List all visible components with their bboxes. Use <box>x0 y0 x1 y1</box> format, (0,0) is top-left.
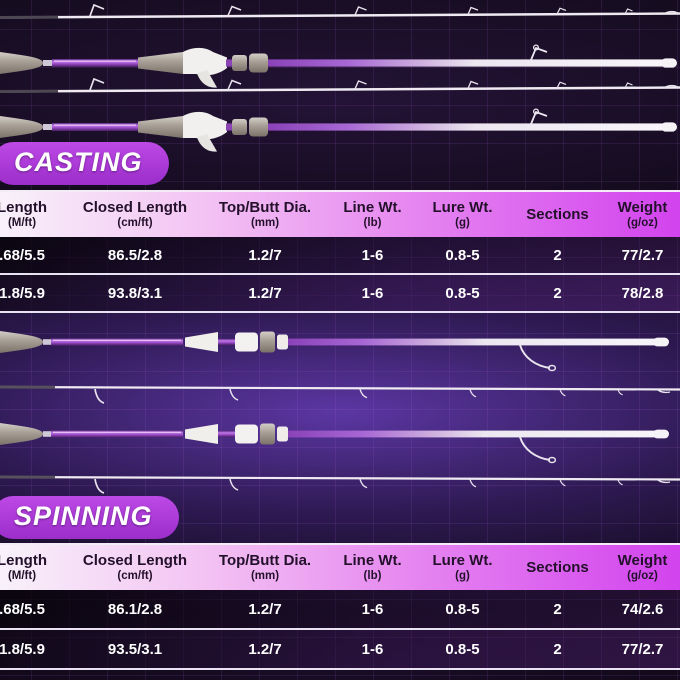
header-closed-length: Closed Length (cm/ft) <box>82 199 188 229</box>
spinning-rod-butt-image <box>0 422 670 464</box>
cell-line-wt: 1-6 <box>361 246 384 264</box>
header-lure-wt: Lure Wt. (g) <box>432 199 493 229</box>
table-row: 1.8/5.9 93.8/3.1 1.2/7 1-6 0.8-5 2 78/2.… <box>0 273 680 313</box>
cell-length: 1.8/5.9 <box>0 640 45 658</box>
header-length: Length (M/ft) <box>0 552 47 582</box>
header-line-wt: Line Wt. (lb) <box>343 199 402 229</box>
header-sections: Sections <box>526 558 589 576</box>
cell-line-wt: 1-6 <box>361 600 384 618</box>
cell-line-wt: 1-6 <box>361 284 384 302</box>
table-row: .68/5.5 86.5/2.8 1.2/7 1-6 0.8-5 2 77/2.… <box>0 237 680 273</box>
cell-sections: 2 <box>553 600 562 618</box>
cell-sections: 2 <box>553 284 562 302</box>
cell-sections: 2 <box>553 246 562 264</box>
cell-top-butt-dia: 1.2/7 <box>248 246 282 264</box>
casting-section-badge: CASTING <box>0 142 169 185</box>
casting-section-label: CASTING <box>14 147 143 177</box>
header-weight: Weight (g/oz) <box>617 552 668 582</box>
header-closed-length: Closed Length (cm/ft) <box>82 552 188 582</box>
spinning-rod-butt-image <box>0 330 670 372</box>
cell-top-butt-dia: 1.2/7 <box>248 640 282 658</box>
casting-rod-tip-image <box>0 77 680 93</box>
cell-length: .68/5.5 <box>0 246 45 264</box>
cell-weight: 77/2.7 <box>621 246 664 264</box>
cell-lure-wt: 0.8-5 <box>445 246 480 264</box>
cell-lure-wt: 0.8-5 <box>445 640 480 658</box>
cell-top-butt-dia: 1.2/7 <box>248 600 282 618</box>
cell-sections: 2 <box>553 640 562 658</box>
cell-weight: 77/2.7 <box>621 640 664 658</box>
table-header-row: Length (M/ft) Closed Length (cm/ft) Top/Bu… <box>0 543 680 590</box>
header-sections: Sections <box>526 205 589 223</box>
spinning-rod-tip-image <box>0 475 680 495</box>
cell-length: 1.8/5.9 <box>0 284 45 302</box>
cell-weight: 78/2.8 <box>621 284 664 302</box>
cell-weight: 74/2.6 <box>621 600 664 618</box>
casting-spec-table: Length (M/ft) Closed Length (cm/ft) Top/Bu… <box>0 190 680 313</box>
header-length: Length (M/ft) <box>0 199 47 229</box>
table-row: .68/5.5 86.1/2.8 1.2/7 1-6 0.8-5 2 74/2.… <box>0 590 680 628</box>
spinning-rod-tip-image <box>0 385 680 405</box>
cell-top-butt-dia: 1.2/7 <box>248 284 282 302</box>
cell-closed-length: 86.5/2.8 <box>107 246 163 264</box>
header-weight: Weight (g/oz) <box>617 199 668 229</box>
spinning-section-badge: SPINNING <box>0 496 179 539</box>
header-line-wt: Line Wt. (lb) <box>343 552 402 582</box>
cell-closed-length: 93.8/3.1 <box>107 284 163 302</box>
casting-rod-tip-image <box>0 3 680 19</box>
cell-length: .68/5.5 <box>0 600 45 618</box>
header-lure-wt: Lure Wt. (g) <box>432 552 493 582</box>
table-row: 1.8/5.9 93.5/3.1 1.2/7 1-6 0.8-5 2 77/2.… <box>0 628 680 670</box>
header-top-butt-dia: Top/Butt Dia. (mm) <box>218 552 312 582</box>
cell-closed-length: 86.1/2.8 <box>107 600 163 618</box>
cell-lure-wt: 0.8-5 <box>445 600 480 618</box>
cell-closed-length: 93.5/3.1 <box>107 640 163 658</box>
spinning-spec-table: Length (M/ft) Closed Length (cm/ft) Top/Bu… <box>0 543 680 670</box>
cell-line-wt: 1-6 <box>361 640 384 658</box>
cell-lure-wt: 0.8-5 <box>445 284 480 302</box>
spinning-section-label: SPINNING <box>14 501 153 531</box>
table-header-row: Length (M/ft) Closed Length (cm/ft) Top/Bu… <box>0 190 680 237</box>
header-top-butt-dia: Top/Butt Dia. (mm) <box>218 199 312 229</box>
